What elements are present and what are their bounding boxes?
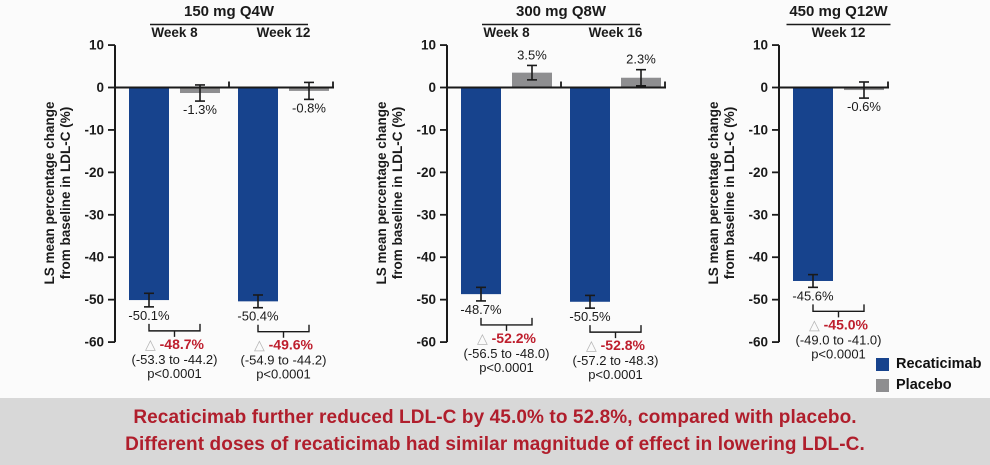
y-axis-label: LS mean percentage change (374, 101, 389, 285)
y-tick-label: -50 (748, 292, 768, 307)
panel-150-mg-q4w: LS mean percentage change from baseline i… (42, 3, 334, 382)
value-label-recaticimab-week-16: -50.5% (569, 309, 611, 324)
svg-text:LS mean percentage change: LS mean percentage change (374, 101, 389, 285)
group-label-week-12: Week 12 (257, 25, 311, 40)
diff-ci-week-12: (-54.9 to -44.2) (241, 353, 327, 368)
group-label-week-12: Week 12 (812, 25, 866, 40)
svg-text:LS mean percentage change: LS mean percentage change (42, 101, 57, 285)
value-label-placebo-week-16: 2.3% (626, 52, 656, 67)
y-tick-label: -40 (748, 250, 768, 265)
y-tick-label: 0 (428, 80, 436, 95)
diff-ci-week-8: (-56.5 to -48.0) (464, 346, 550, 361)
recaticimab-swatch-icon (876, 357, 889, 371)
value-label-recaticimab-week-12: -45.6% (792, 288, 834, 303)
placebo-swatch-icon (876, 378, 889, 392)
y-tick-label: -50 (84, 292, 104, 307)
diff-bracket-week-16 (589, 325, 642, 339)
bar-recaticimab-week-8 (461, 87, 501, 295)
value-label-placebo-week-12: -0.8% (292, 100, 326, 115)
y-tick-label: -10 (416, 122, 436, 137)
summary-banner: Recaticimab further reduced LDL-C by 45.… (0, 398, 990, 465)
bar-recaticimab-week-8 (129, 87, 169, 301)
y-axis-label: LS mean percentage change (42, 101, 57, 285)
y-tick-label: -30 (748, 207, 768, 222)
bar-recaticimab-week-16 (570, 87, 610, 302)
y-tick-label: -10 (748, 122, 768, 137)
value-label-recaticimab-week-8: -48.7% (460, 302, 502, 317)
diff-pvalue-week-8: p<0.0001 (147, 366, 202, 381)
y-tick-label: -20 (748, 165, 768, 180)
diff-bracket-week-8 (480, 317, 533, 331)
y-tick-label: -40 (416, 250, 436, 265)
diff-bracket-week-12 (257, 324, 310, 338)
svg-text:from baseline in LDL-C (%): from baseline in LDL-C (%) (58, 107, 73, 280)
diff-value-week-16: △ -52.8% (586, 337, 646, 353)
value-label-placebo-week-8: 3.5% (517, 47, 547, 62)
y-tick-label: -60 (416, 335, 436, 350)
value-label-placebo-week-8: -1.3% (183, 102, 217, 117)
diff-ci-week-8: (-53.3 to -44.2) (132, 352, 218, 367)
y-tick-label: -60 (748, 335, 768, 350)
panel-450-mg-q12w: LS mean percentage change from baseline i… (706, 3, 891, 361)
svg-text:from baseline in LDL-C (%): from baseline in LDL-C (%) (390, 107, 405, 280)
svg-text:from baseline in LDL-C (%): from baseline in LDL-C (%) (722, 107, 737, 280)
y-tick-label: -20 (416, 165, 436, 180)
y-tick-label: 0 (96, 80, 104, 95)
group-label-week-16: Week 16 (589, 25, 643, 40)
value-label-recaticimab-week-12: -50.4% (237, 309, 279, 324)
diff-pvalue-week-12: p<0.0001 (811, 346, 866, 361)
legend: Recaticimab Placebo (876, 356, 981, 393)
legend-label-recaticimab: Recaticimab (896, 356, 982, 372)
legend-label-placebo: Placebo (896, 377, 952, 393)
group-label-week-8: Week 8 (151, 25, 198, 40)
y-tick-label: 10 (421, 38, 436, 53)
diff-pvalue-week-16: p<0.0001 (588, 367, 643, 382)
legend-item-recaticimab: Recaticimab (876, 356, 981, 372)
diff-pvalue-week-12: p<0.0001 (256, 367, 311, 382)
y-tick-label: 10 (753, 38, 768, 53)
diff-value-week-8: △ -52.2% (477, 330, 537, 346)
summary-line-2: Different doses of recaticimab had simil… (125, 434, 865, 455)
diff-value-week-8: △ -48.7% (145, 336, 205, 352)
y-tick-label: -30 (416, 207, 436, 222)
diff-ci-week-16: (-57.2 to -48.3) (573, 353, 659, 368)
panel-title: 300 mg Q8W (516, 3, 607, 20)
y-tick-label: -30 (84, 207, 104, 222)
y-tick-label: -40 (84, 250, 104, 265)
diff-value-week-12: △ -45.0% (809, 316, 869, 332)
svg-text:LS mean percentage change: LS mean percentage change (706, 101, 721, 285)
bar-recaticimab-week-12 (793, 87, 833, 281)
y-tick-label: -50 (416, 292, 436, 307)
group-label-week-8: Week 8 (483, 25, 530, 40)
diff-ci-week-12: (-49.0 to -41.0) (796, 332, 882, 347)
value-label-placebo-week-12: -0.6% (847, 99, 881, 114)
y-axis-label: LS mean percentage change (706, 101, 721, 285)
panel-title: 450 mg Q12W (789, 3, 888, 20)
panel-300-mg-q8w: LS mean percentage change from baseline i… (374, 3, 666, 382)
bar-recaticimab-week-12 (238, 87, 278, 302)
diff-bracket-week-12 (812, 304, 865, 318)
diff-bracket-week-8 (148, 323, 201, 337)
value-label-recaticimab-week-8: -50.1% (128, 308, 170, 323)
diff-pvalue-week-8: p<0.0001 (479, 360, 534, 375)
summary-line-1: Recaticimab further reduced LDL-C by 45.… (133, 407, 857, 428)
y-tick-label: -10 (84, 122, 104, 137)
y-tick-label: -20 (84, 165, 104, 180)
y-tick-label: 0 (760, 80, 768, 95)
y-tick-label: 10 (89, 38, 104, 53)
diff-value-week-12: △ -49.6% (254, 337, 314, 353)
panel-title: 150 mg Q4W (184, 3, 275, 20)
legend-item-placebo: Placebo (876, 377, 981, 393)
y-tick-label: -60 (84, 335, 104, 350)
